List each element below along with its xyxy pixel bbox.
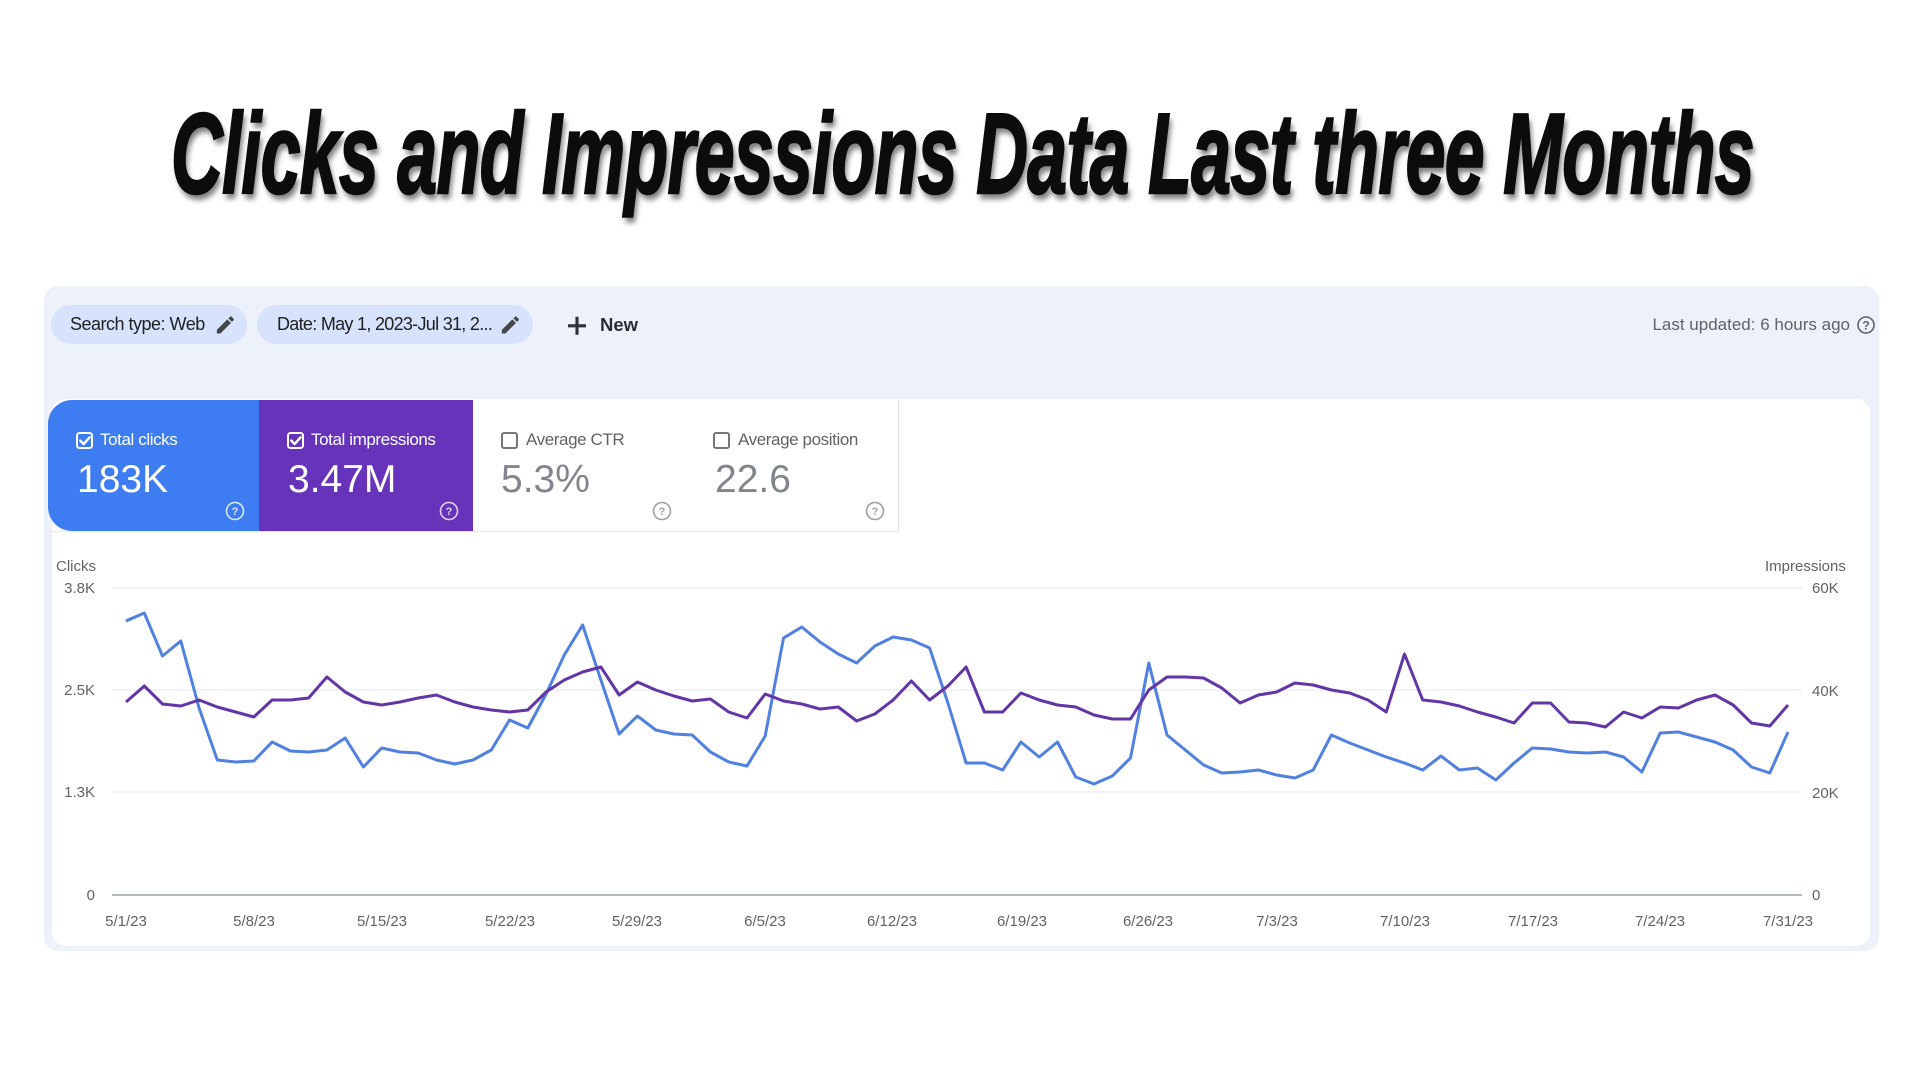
svg-text:?: ? [1862,319,1869,333]
svg-text:?: ? [659,506,666,518]
svg-text:?: ? [872,506,879,518]
svg-text:?: ? [446,506,453,518]
svg-text:?: ? [232,506,239,518]
